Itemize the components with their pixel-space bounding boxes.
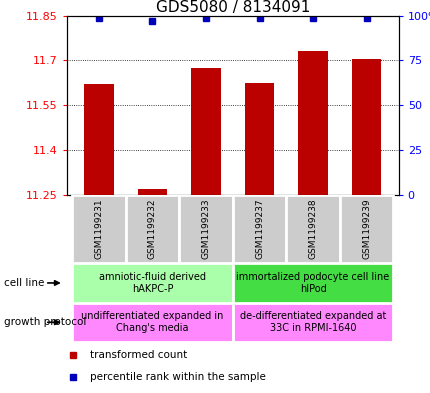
Text: GSM1199233: GSM1199233: [201, 198, 210, 259]
Bar: [72, 263, 232, 303]
Bar: [339, 195, 393, 263]
Text: cell line: cell line: [4, 278, 45, 288]
Text: GSM1199239: GSM1199239: [361, 198, 370, 259]
Bar: [286, 195, 339, 263]
Bar: [84, 84, 114, 195]
Title: GDS5080 / 8134091: GDS5080 / 8134091: [155, 0, 309, 15]
Bar: [179, 195, 232, 263]
Bar: [72, 303, 232, 342]
Text: undifferentiated expanded in
Chang's media: undifferentiated expanded in Chang's med…: [81, 312, 223, 333]
Bar: [138, 189, 167, 195]
Text: amniotic-fluid derived
hAKPC-P: amniotic-fluid derived hAKPC-P: [99, 272, 206, 294]
Text: GSM1199232: GSM1199232: [147, 199, 157, 259]
Bar: [232, 263, 393, 303]
Bar: [72, 195, 126, 263]
Text: growth protocol: growth protocol: [4, 317, 86, 327]
Bar: [351, 59, 381, 195]
Text: percentile rank within the sample: percentile rank within the sample: [90, 372, 265, 382]
Bar: [191, 68, 220, 195]
Text: GSM1199237: GSM1199237: [255, 198, 264, 259]
Bar: [298, 51, 327, 195]
Bar: [126, 195, 179, 263]
Text: de-differentiated expanded at
33C in RPMI-1640: de-differentiated expanded at 33C in RPM…: [239, 312, 385, 333]
Text: GSM1199238: GSM1199238: [308, 198, 317, 259]
Bar: [232, 195, 286, 263]
Bar: [244, 83, 273, 195]
Bar: [232, 303, 393, 342]
Text: transformed count: transformed count: [90, 350, 187, 360]
Text: immortalized podocyte cell line
hIPod: immortalized podocyte cell line hIPod: [236, 272, 389, 294]
Text: GSM1199231: GSM1199231: [94, 198, 103, 259]
